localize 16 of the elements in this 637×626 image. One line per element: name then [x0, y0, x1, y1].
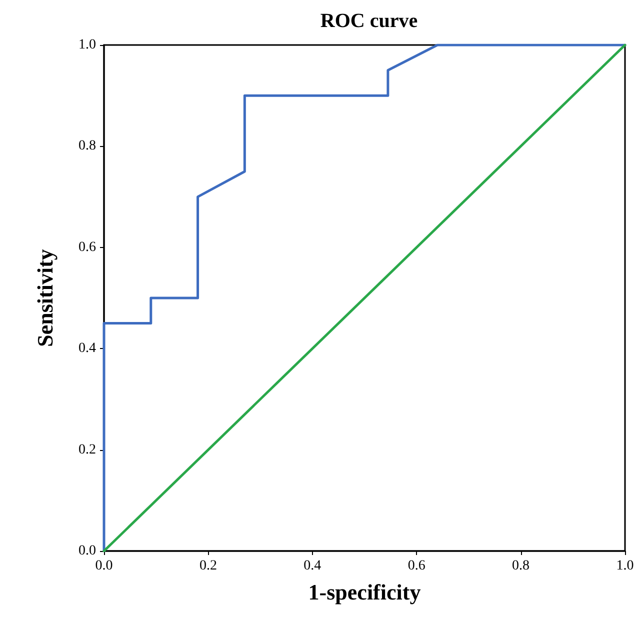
line-series: [102, 44, 626, 552]
x-tick-label: 0.0: [95, 558, 113, 574]
y-tick-label: 0.0: [78, 544, 96, 558]
y-tick-label: 0.8: [78, 138, 96, 154]
x-tick-label: 1.0: [616, 558, 634, 574]
y-tick-label: 0.4: [78, 341, 96, 356]
x-tick-label: 0.2: [199, 558, 217, 574]
y-tick-label: 0.6: [78, 240, 96, 255]
x-tick-label: 0.6: [408, 558, 426, 574]
chart-title: ROC curve: [320, 10, 418, 32]
x-tick-label: 0.4: [304, 558, 322, 574]
x-axis-title: 1-specificity: [308, 580, 421, 604]
y-axis-title: Sensitivity: [32, 249, 58, 347]
y-tick-label: 1.0: [78, 38, 96, 52]
y-tick-label: 0.2: [78, 442, 96, 458]
x-tick-label: 0.8: [512, 558, 530, 574]
